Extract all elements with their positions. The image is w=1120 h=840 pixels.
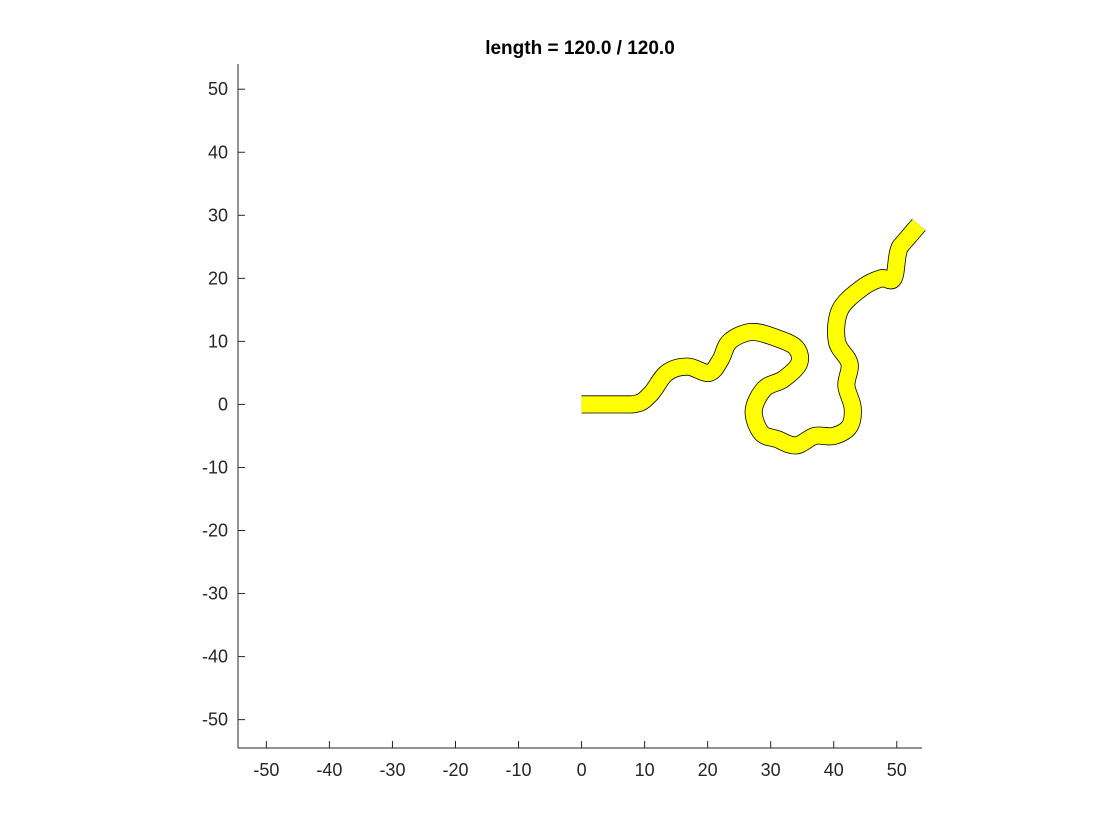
x-tick-label: 0	[577, 760, 587, 780]
y-ticks: -50 -40 -30 -20 -10 0 10 20 30 40 50	[202, 79, 245, 730]
x-tick-label: -40	[316, 760, 342, 780]
y-tick-label: 40	[208, 142, 228, 162]
y-tick-label: 0	[218, 394, 228, 414]
y-tick-label: -40	[202, 647, 228, 667]
axes	[237, 64, 922, 749]
x-tick-label: -20	[442, 760, 468, 780]
x-tick-label: 10	[635, 760, 655, 780]
y-tick-label: -10	[202, 457, 228, 477]
y-tick-label: -30	[202, 584, 228, 604]
x-tick-label: -10	[506, 760, 532, 780]
y-tick-label: 20	[208, 268, 228, 288]
y-tick-label: 50	[208, 79, 228, 99]
x-ticks: -50 -40 -30 -20 -10 0 10 20 30 40 50	[253, 741, 907, 780]
series-band	[581, 219, 926, 454]
y-tick-label: -50	[202, 710, 228, 730]
x-tick-label: 30	[761, 760, 781, 780]
x-tick-label: 20	[698, 760, 718, 780]
x-tick-label: 50	[887, 760, 907, 780]
y-tick-label: 30	[208, 205, 228, 225]
x-tick-label: -50	[253, 760, 279, 780]
y-tick-label: 10	[208, 331, 228, 351]
data-layer	[581, 218, 926, 455]
chart-title: length = 120.0 / 120.0	[485, 38, 675, 59]
y-tick-label: -20	[202, 521, 228, 541]
x-tick-label: 40	[824, 760, 844, 780]
x-tick-label: -30	[379, 760, 405, 780]
